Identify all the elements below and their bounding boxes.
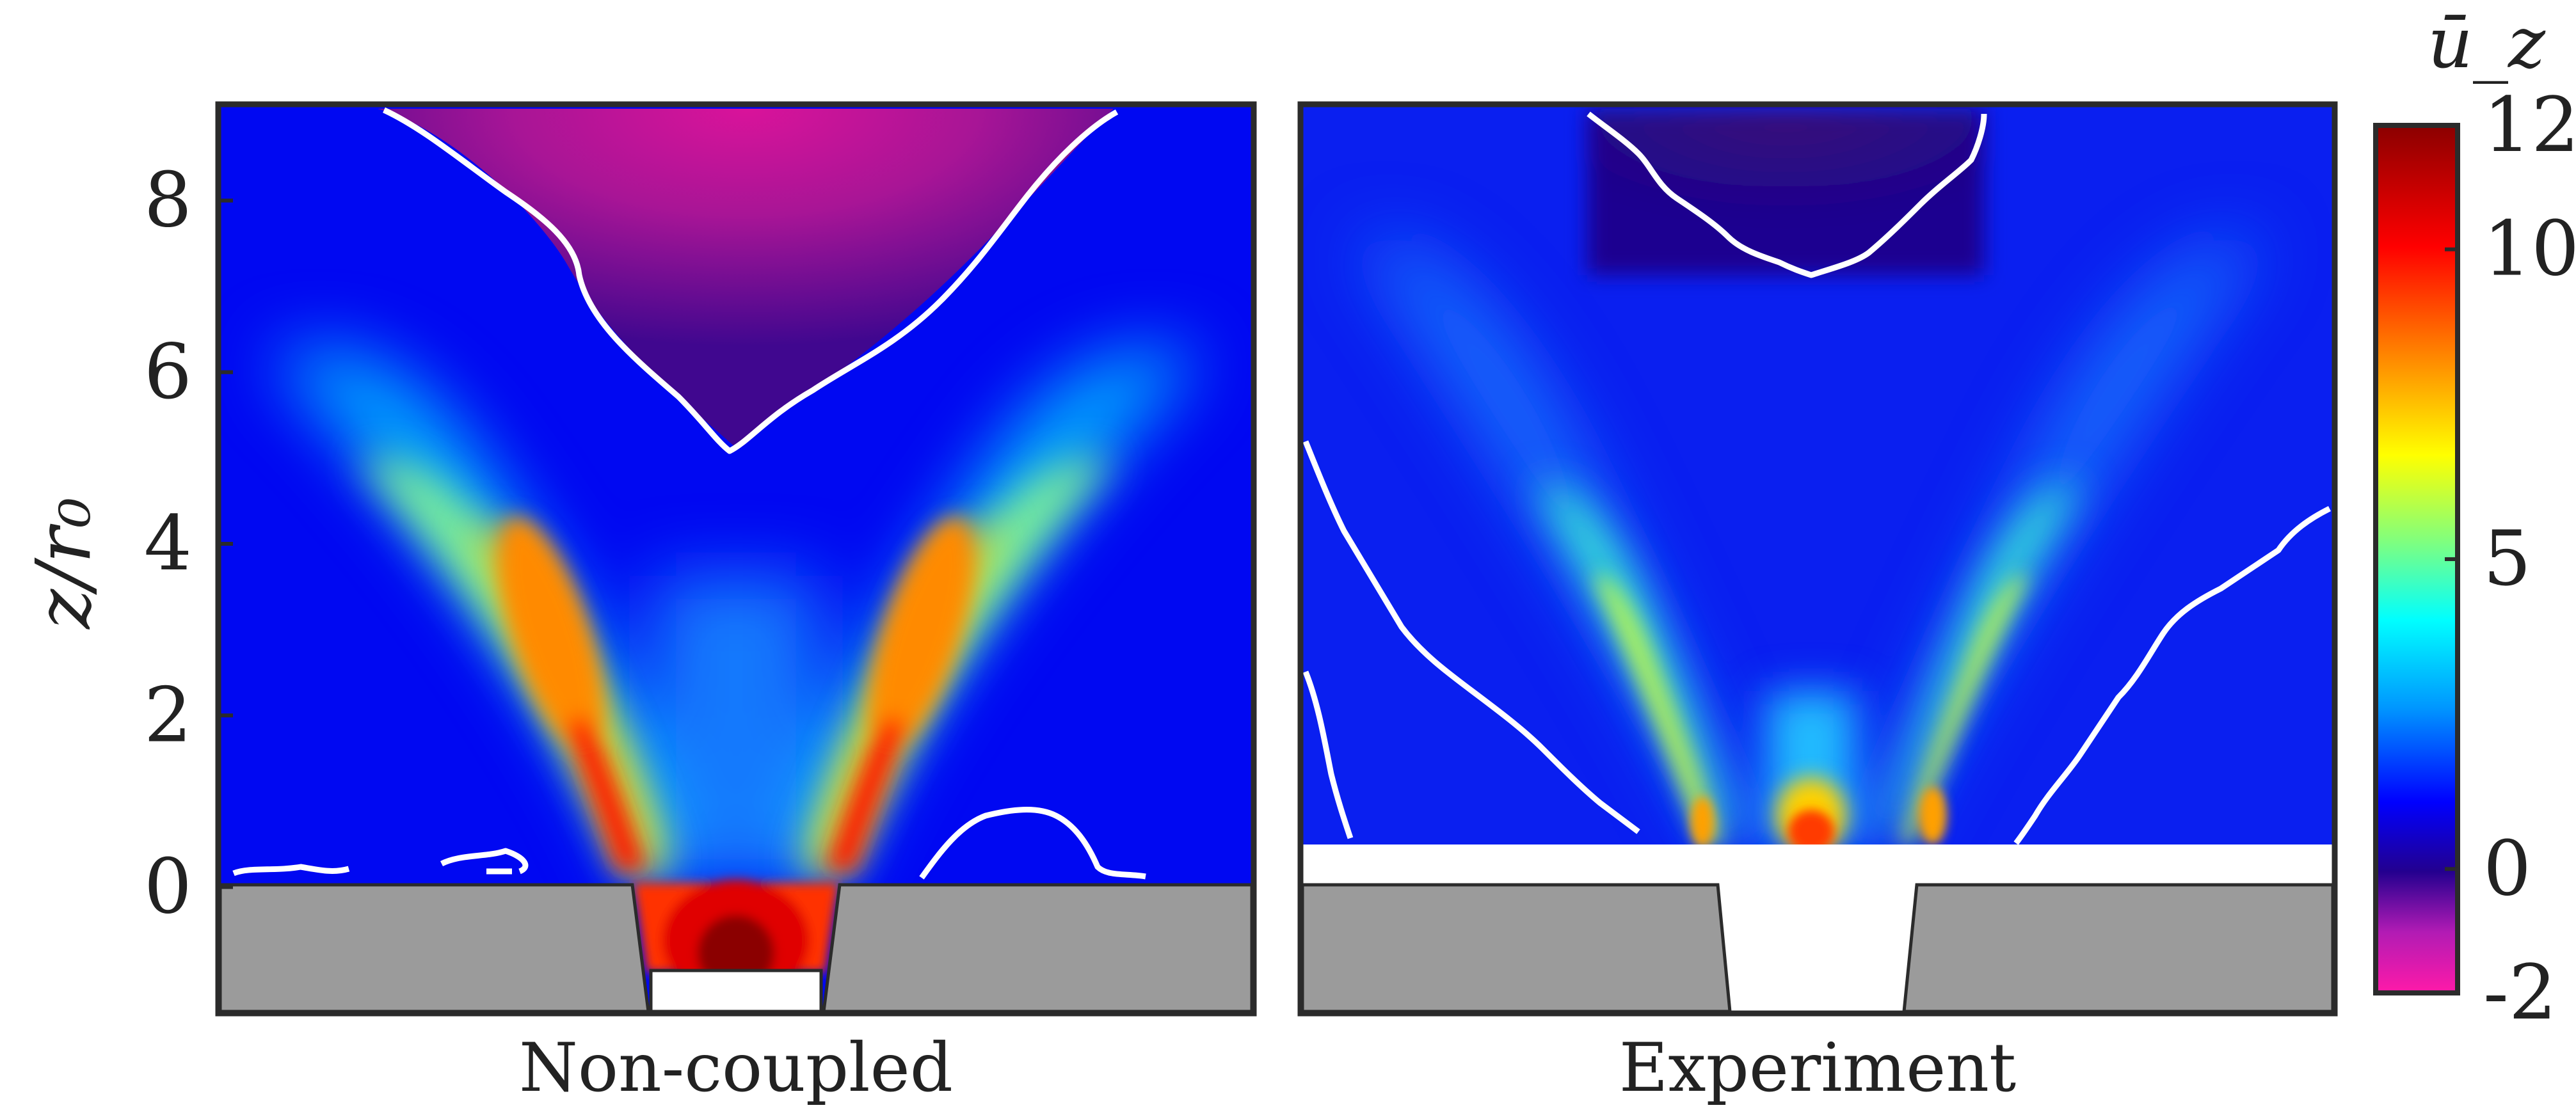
nozzle-left-wall (1300, 883, 1732, 1013)
heatmap-experiment (1302, 106, 2333, 1011)
nozzle-exit-gap (649, 969, 823, 1013)
nozzle-right-wall (1902, 883, 2335, 1013)
panel-non-coupled (215, 101, 1257, 1017)
colorbar-tick-label: 10 (2483, 205, 2576, 293)
colorbar-tick-label: 5 (2483, 514, 2531, 603)
colorbar: ū_z -2 0 5 10 12 (2373, 2, 2576, 1036)
y-tick-label: 4 (144, 499, 192, 587)
colorbar-label: ū_z (2428, 2, 2546, 84)
y-tick-label: 8 (144, 156, 192, 244)
y-tick-label: 2 (144, 670, 192, 759)
y-axis: 0 2 4 6 8 (144, 156, 233, 931)
colorbar-ticks: -2 0 5 10 12 (2445, 81, 2576, 1036)
colorbar-tick-label: 0 (2483, 824, 2531, 912)
colorbar-tick-label: 12 (2483, 81, 2576, 169)
panel-experiment (1297, 101, 2338, 1017)
panel-label-non-coupled: Non-coupled (519, 1029, 953, 1107)
panel-frame (215, 101, 1257, 1017)
y-axis-label: z/r₀ (19, 497, 108, 630)
heatmap-non-coupled (220, 106, 1252, 1011)
colorbar-tick-label: -2 (2483, 948, 2557, 1036)
panel-frame (1297, 101, 2338, 1017)
nozzle-right-wall (822, 883, 1254, 1013)
nozzle-left-wall (218, 883, 650, 1013)
y-tick-label: 0 (144, 843, 192, 931)
panel-label-experiment: Experiment (1619, 1029, 2017, 1107)
y-tick-label: 6 (144, 328, 192, 416)
